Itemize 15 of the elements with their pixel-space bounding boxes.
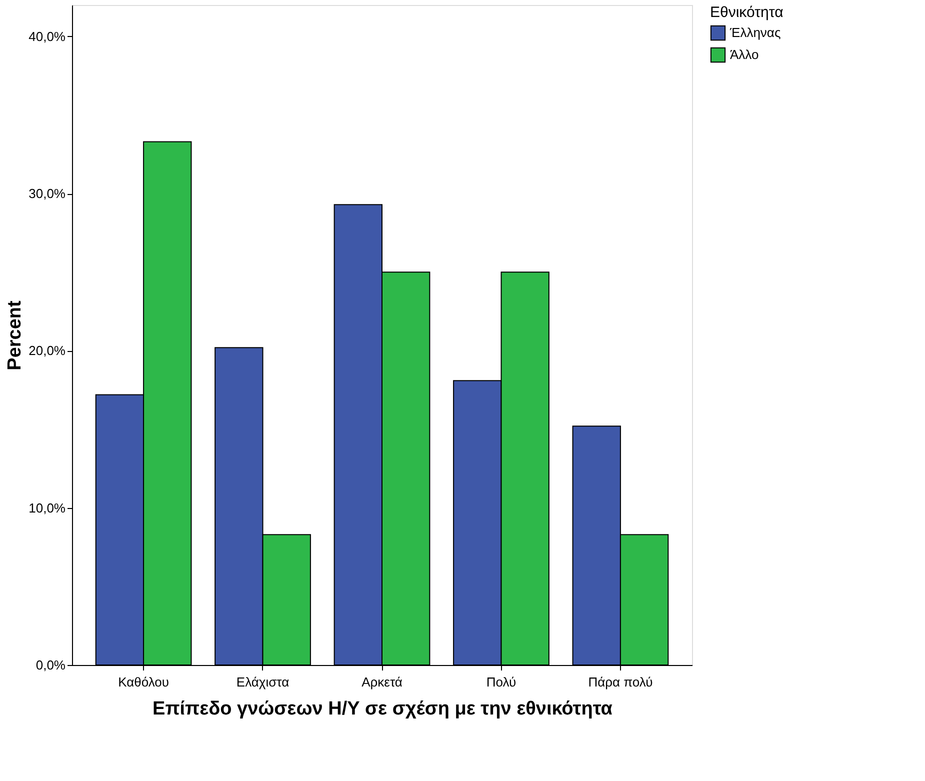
y-tick-label: 30,0% xyxy=(28,186,66,202)
x-axis-title: Επίπεδο γνώσεων Η/Υ σε σχέση με την εθνικότητα xyxy=(152,698,613,720)
legend-label: Άλλο xyxy=(730,47,759,62)
y-tick-label: 10,0% xyxy=(28,500,66,516)
y-tick-label: 40,0% xyxy=(28,28,66,44)
y-axis-title: Percent xyxy=(4,300,26,370)
x-tick-label: Καθόλου xyxy=(118,674,169,690)
legend-title: Εθνικότητα xyxy=(710,4,784,21)
x-tick-label: Αρκετά xyxy=(362,674,403,690)
x-tick-label: Πάρα πολύ xyxy=(588,674,653,690)
y-tick-label: 20,0% xyxy=(28,343,66,358)
x-tick-label: Ελάχιστα xyxy=(236,674,290,690)
legend-label: Έλληνας xyxy=(729,25,781,40)
x-tick-label: Πολύ xyxy=(486,674,516,690)
y-tick-label: 0,0% xyxy=(36,658,66,672)
